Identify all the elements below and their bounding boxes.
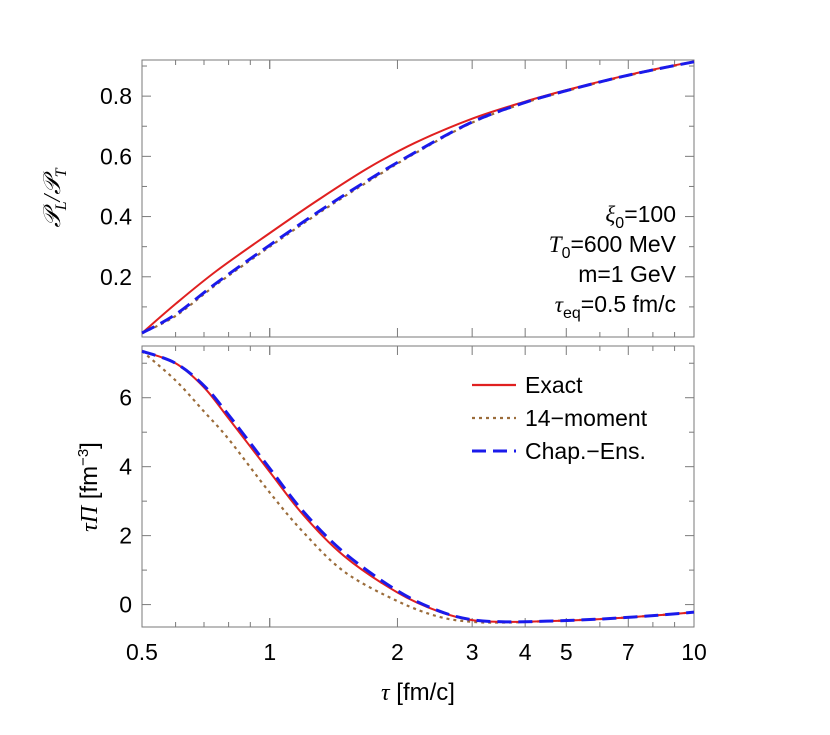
bottom-panel: 0.5 1 2 3 4 5 7 10 0 2 4 6 Exact 14−moment Chap.−Ens… (75, 345, 707, 706)
top-series-exact (141, 60, 695, 334)
legend-label: Exact (525, 372, 583, 398)
top-y-tick-label: 0.4 (100, 204, 132, 230)
top-y-tick-label: 0.8 (100, 83, 132, 109)
x-tick-label: 3 (466, 639, 479, 665)
bottom-y-axis-label: τΠ [fm−3] (75, 442, 103, 532)
top-y-axis-label: 𝒫L/𝒫T (40, 167, 70, 227)
legend-label: 14−moment (525, 405, 648, 431)
x-axis-label: τ [fm/c] (381, 679, 455, 706)
annotation-line: T0=600 MeV (549, 231, 677, 262)
bottom-y-tick-label: 0 (119, 592, 132, 618)
bottom-series-chap-ens- (141, 349, 695, 624)
x-tick-label: 5 (560, 639, 573, 665)
annotation-line: τeq=0.5 fm/c (555, 291, 676, 322)
x-tick-label: 1 (263, 639, 276, 665)
x-tick-label: 2 (391, 639, 404, 665)
top-y-tick-label: 0.6 (100, 143, 132, 169)
bottom-plot-frame (141, 345, 695, 628)
top-plot-frame (141, 59, 695, 338)
bottom-y-tick-label: 4 (119, 454, 132, 480)
bottom-series-exact (141, 350, 695, 623)
top-series-chap-ens- (141, 60, 695, 335)
x-tick-label: 7 (622, 639, 635, 665)
bottom-y-tick-label: 2 (119, 523, 132, 549)
legend: Exact 14−moment Chap.−Ens. (472, 372, 648, 464)
top-y-tick-label: 0.2 (100, 264, 132, 290)
bottom-y-tick-label: 6 (119, 385, 132, 411)
x-tick-label: 4 (519, 639, 532, 665)
x-tick-label: 10 (681, 639, 707, 665)
annotation-line: ξ0=100 (605, 201, 676, 232)
annotation-line: m=1 GeV (578, 261, 676, 287)
legend-label: Chap.−Ens. (525, 438, 646, 464)
x-tick-label: 0.5 (126, 639, 158, 665)
bottom-series-14-moment (141, 350, 695, 624)
